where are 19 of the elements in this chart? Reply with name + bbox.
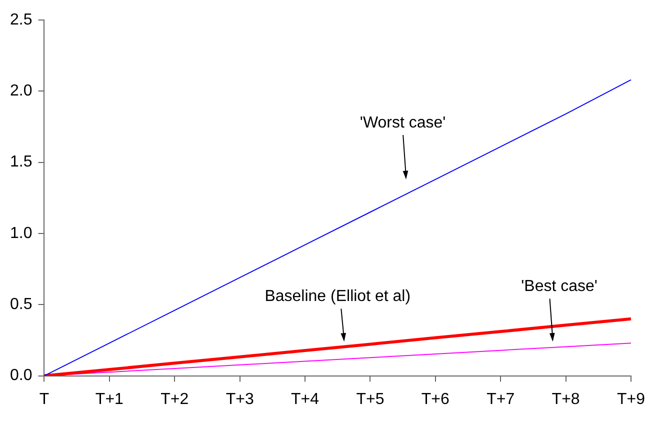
x-tick-label: T xyxy=(39,390,50,408)
x-tick-label: T+1 xyxy=(95,390,124,408)
x-tick-label: T+3 xyxy=(226,390,254,408)
x-tick-label: T+7 xyxy=(486,390,515,408)
y-tick-label: 1.5 xyxy=(10,154,32,171)
y-tick-label: 1.0 xyxy=(10,224,32,242)
text: 'Worst case' xyxy=(360,114,446,132)
x-tick-label: T+4 xyxy=(291,390,320,408)
text: 'Best case' xyxy=(521,278,598,296)
x-tick-label: T+9 xyxy=(616,390,646,408)
y-tick-label: 0.5 xyxy=(10,296,32,314)
x-tick-label: T+8 xyxy=(552,390,580,408)
x-tick-label: T+2 xyxy=(160,390,189,408)
y-tick-label: 2.0 xyxy=(10,82,32,100)
y-tick-label: 0.0 xyxy=(10,367,32,384)
y-tick-label: 2.5 xyxy=(10,11,32,28)
x-tick-label: T+6 xyxy=(421,390,450,408)
text: Baseline (Elliot et al) xyxy=(264,288,411,306)
x-tick-label: T+5 xyxy=(356,390,384,408)
